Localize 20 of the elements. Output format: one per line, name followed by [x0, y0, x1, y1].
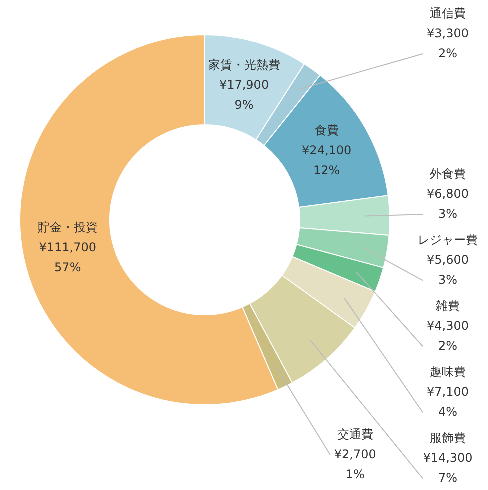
data-label: ¥3,300 2% [427, 26, 469, 60]
slice-label: 外食費 [430, 166, 466, 181]
data-label: ¥24,100 12% [302, 143, 352, 178]
data-label: ¥5,600 3% [427, 252, 469, 287]
data-label: ¥6,800 3% [427, 186, 469, 221]
slice-label: レジャー費 [418, 232, 478, 247]
data-label: ¥17,900 9% [219, 78, 270, 112]
slice-label: 家賃・光熱費 [208, 58, 280, 72]
data-label: ¥111,700 57% [39, 240, 97, 275]
slice-label: 雑費 [436, 298, 460, 313]
slice-label: 貯金・投資 [38, 220, 98, 235]
data-label: ¥2,700 1% [334, 447, 376, 482]
data-label: ¥7,100 4% [427, 384, 469, 419]
slice-label: 交通費 [337, 427, 374, 442]
slice-label: 通信費 [430, 6, 466, 20]
slice-label: 趣味費 [430, 364, 466, 379]
data-label: ¥14,300 7% [423, 450, 473, 485]
slice-label: 服飾費 [430, 430, 466, 445]
data-label: ¥4,300 2% [427, 318, 469, 353]
slice-label: 食費 [314, 123, 339, 138]
